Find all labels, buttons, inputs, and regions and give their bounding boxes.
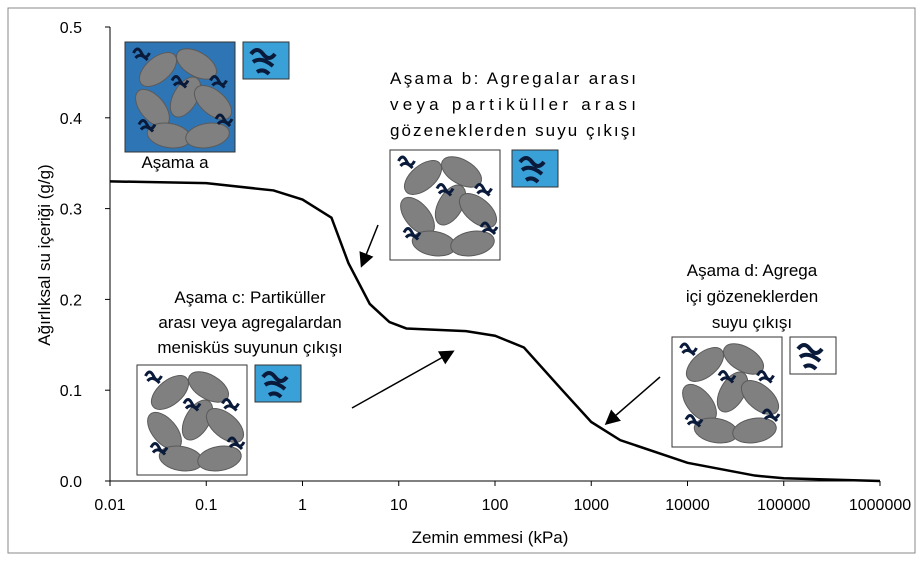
annotation-text: veya partiküller arası: [390, 95, 636, 114]
aggregate-mark: [170, 75, 190, 89]
annotation-text: Aşama a: [141, 153, 209, 172]
particle: [450, 230, 495, 257]
particle: [723, 343, 764, 375]
particle: [169, 76, 202, 118]
y-axis-label: Ağırlıksal su içeriği (g/g): [35, 164, 54, 345]
annotation-text: Aşama b: Agregalar arası: [390, 69, 636, 88]
x-tick-label: 0.01: [94, 497, 125, 514]
y-tick-label: 0.2: [60, 292, 82, 309]
particle: [441, 156, 482, 188]
aggregate-icon: [789, 336, 837, 375]
y-tick-label: 0.1: [60, 383, 82, 400]
aggregate-mark: [474, 183, 493, 197]
aggregate-mark: [397, 155, 416, 170]
x-tick-label: 10000: [665, 497, 710, 514]
x-tick-label: 1000000: [849, 497, 911, 514]
annotation-text: suyu çıkışı: [712, 313, 792, 332]
particle: [685, 347, 725, 382]
annotation-text: içi gözeneklerden: [686, 287, 818, 306]
aggregate-mark: [209, 75, 228, 89]
y-tick-label: 0.0: [60, 474, 82, 491]
x-tick-label: 1000: [573, 497, 609, 514]
aggregate-mark: [756, 370, 775, 384]
y-tick-label: 0.3: [60, 202, 82, 219]
x-tick-label: 0.1: [195, 497, 217, 514]
aggregate-mark: [221, 398, 240, 412]
icon-mark: [261, 371, 289, 399]
x-tick-label: 1: [298, 497, 307, 514]
y-tick-label: 0.4: [60, 111, 82, 128]
x-tick-label: 100000: [757, 497, 810, 514]
aggregate-illustration: [124, 41, 236, 153]
annotation-text: gözeneklerden suyu çıkışı: [390, 121, 636, 140]
aggregate-mark: [144, 370, 163, 385]
aggregate-mark: [214, 113, 234, 128]
particle: [193, 85, 233, 120]
annotation-arrow: [351, 350, 455, 409]
aggregate-mark: [684, 414, 704, 428]
y-tick-label: 0.5: [60, 20, 82, 37]
aggregate-icon: [511, 149, 559, 188]
particle: [150, 375, 190, 410]
icon-mark: [249, 48, 277, 76]
aggregate-mark: [435, 183, 455, 197]
aggregate-illustration: [671, 336, 783, 448]
particle: [176, 48, 217, 80]
annotation-text: Aşama d: Agrega: [687, 261, 818, 280]
icon-mark: [518, 156, 546, 184]
aggregate-mark: [679, 342, 698, 357]
aggregate-icon: [242, 41, 290, 80]
x-tick-label: 100: [482, 497, 509, 514]
annotation-text: menisküs suyunun çıkışı: [157, 338, 342, 357]
annotation-arrow: [359, 224, 379, 268]
particle: [197, 445, 242, 472]
particle: [138, 52, 178, 87]
particle: [403, 160, 443, 195]
aggregate-mark: [182, 398, 202, 412]
aggregate-mark: [761, 408, 781, 423]
aggregate-icon: [254, 364, 302, 403]
aggregate-mark: [132, 47, 151, 62]
particle: [716, 371, 749, 413]
particle: [188, 371, 229, 403]
aggregate-mark: [226, 436, 246, 451]
x-tick-label: 10: [390, 497, 408, 514]
particle: [205, 408, 245, 443]
aggregate-illustration: [389, 149, 501, 261]
particle: [458, 193, 498, 228]
aggregate-mark: [717, 370, 737, 384]
line-series: [109, 180, 881, 483]
particle: [434, 184, 467, 226]
particle: [185, 122, 230, 149]
annotation-text: Aşama c: Partiküller: [174, 288, 325, 307]
aggregate-mark: [479, 221, 499, 236]
annotation-text: arası veya agregalardan: [158, 313, 341, 332]
icon-mark: [796, 343, 824, 371]
aggregate-illustration: [136, 364, 248, 476]
icon-box: [254, 364, 302, 403]
aggregate-mark: [137, 119, 157, 133]
particle: [740, 380, 780, 415]
particle: [732, 417, 777, 444]
particle: [181, 399, 214, 441]
annotation-arrow: [604, 376, 661, 425]
aggregate-mark: [149, 442, 169, 456]
aggregate-mark: [402, 227, 422, 241]
x-axis-label: Zemin emmesi (kPa): [412, 528, 569, 547]
